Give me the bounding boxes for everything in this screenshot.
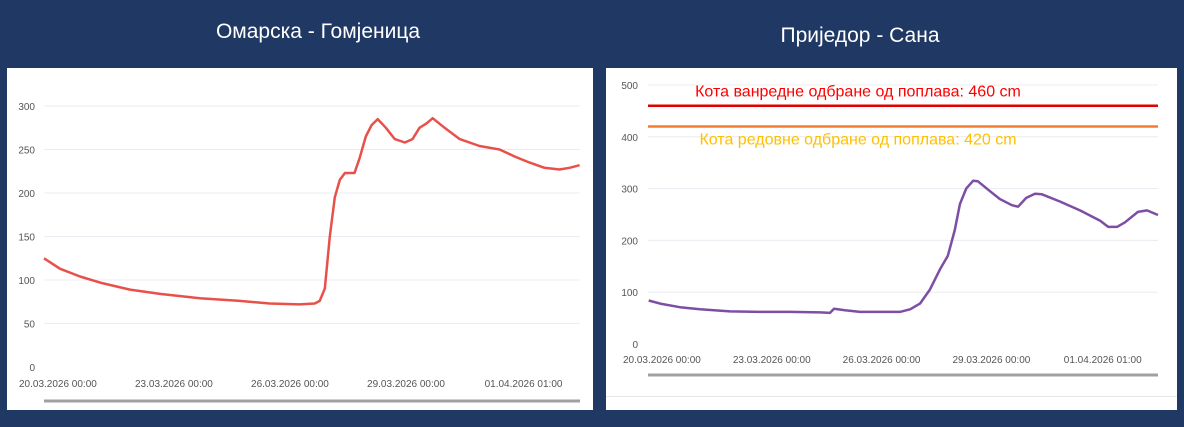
y-tick-label: 50 — [24, 320, 36, 331]
x-tick-label: 23.03.2026 00:00 — [135, 379, 213, 390]
y-tick-label: 0 — [29, 363, 35, 374]
chart-title-prijedor: Приједор - Сана — [780, 24, 940, 47]
x-tick-label: 23.03.2026 00:00 — [733, 355, 811, 366]
x-tick-label: 01.04.2026 01:00 — [1064, 355, 1142, 366]
x-tick-label: 26.03.2026 00:00 — [251, 379, 329, 390]
threshold-label: Кота редовне одбране од поплава: 420 cm — [699, 131, 1016, 148]
horizontal-scrollbar[interactable] — [44, 399, 580, 403]
x-tick-label: 20.03.2026 00:00 — [623, 355, 701, 366]
y-tick-label: 300 — [621, 185, 638, 196]
x-tick-label: 29.03.2026 00:00 — [367, 379, 445, 390]
y-tick-label: 100 — [621, 288, 638, 299]
y-tick-label: 150 — [18, 233, 35, 244]
series-line — [648, 179, 1159, 315]
y-tick-label: 250 — [18, 146, 35, 157]
y-tick-label: 400 — [621, 133, 638, 144]
series-line — [43, 116, 580, 306]
y-tick-label: 200 — [18, 189, 35, 200]
panel-divider — [606, 396, 1177, 397]
chart-title-omarska: Омарска - Гомјеница — [215, 20, 421, 43]
y-tick-label: 200 — [621, 236, 638, 247]
chart-panel-omarska — [7, 68, 593, 410]
horizontal-scrollbar[interactable] — [648, 373, 1158, 377]
x-tick-label: 29.03.2026 00:00 — [952, 355, 1030, 366]
x-tick-label: 20.03.2026 00:00 — [19, 379, 97, 390]
y-tick-label: 100 — [18, 276, 35, 287]
y-tick-label: 300 — [18, 102, 35, 113]
chart-panel-prijedor — [606, 68, 1177, 410]
x-tick-label: 01.04.2026 01:00 — [485, 379, 563, 390]
y-tick-label: 500 — [621, 81, 638, 92]
x-tick-label: 26.03.2026 00:00 — [843, 355, 921, 366]
threshold-label: Кота ванредне одбране од поплава: 460 cm — [695, 84, 1021, 101]
y-tick-label: 0 — [632, 340, 638, 351]
